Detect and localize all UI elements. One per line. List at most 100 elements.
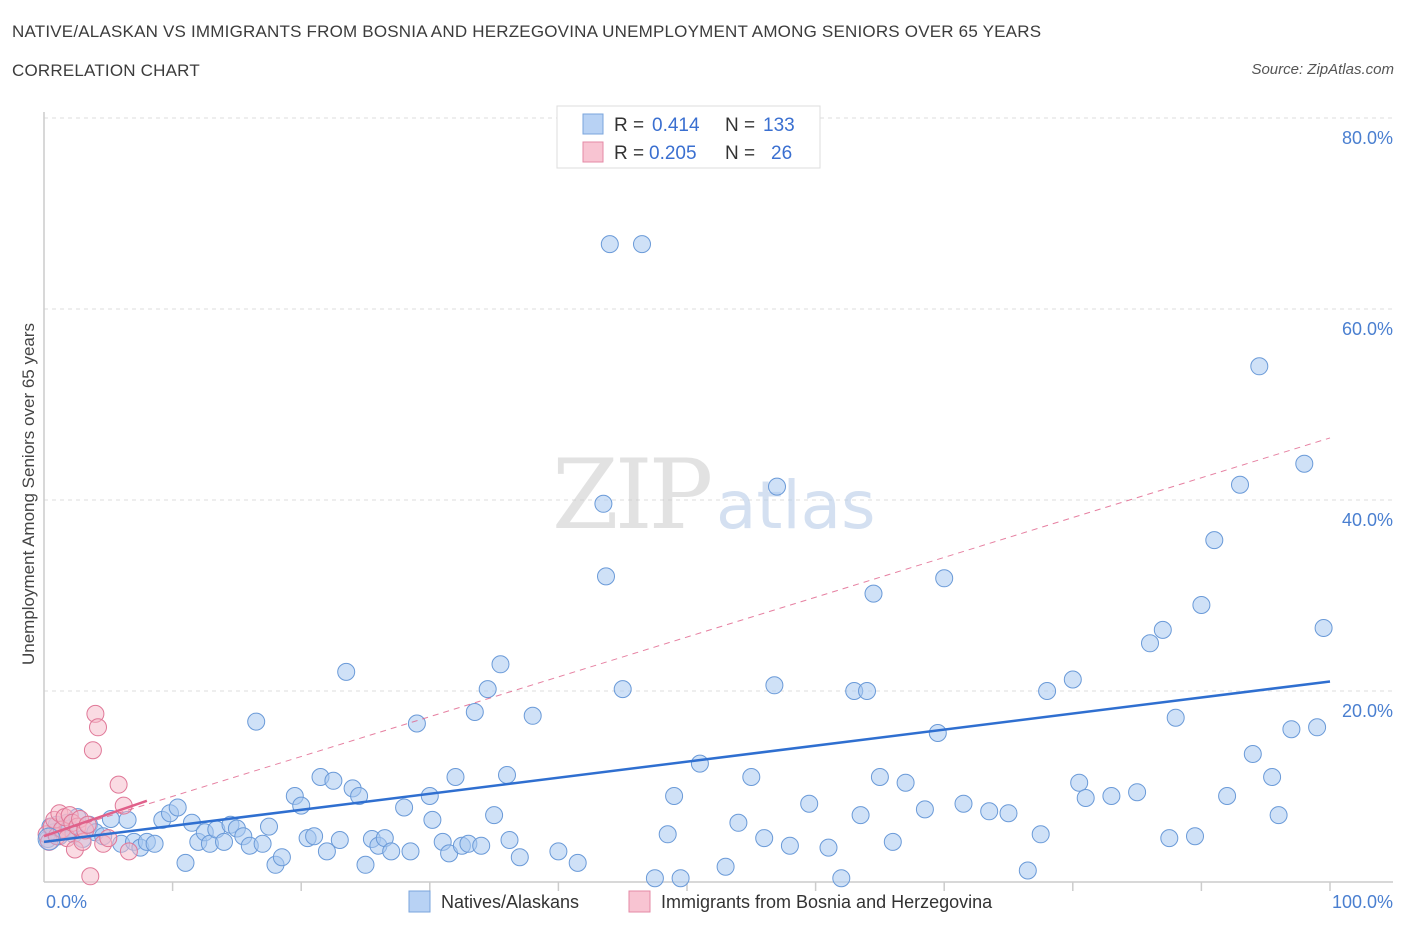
point-natives-74	[523, 706, 542, 725]
point-natives-125	[1218, 787, 1237, 805]
point-natives-23	[168, 798, 187, 817]
trend-line-natives	[43, 680, 1331, 844]
point-natives-95	[819, 838, 838, 857]
point-natives-37	[260, 817, 278, 836]
point-bosnia-23	[109, 775, 128, 794]
bottom-legend-label-natives: Natives/Alaskans	[441, 892, 579, 912]
point-natives-43	[305, 827, 324, 846]
point-natives-117	[1128, 783, 1147, 802]
point-natives-47	[330, 831, 349, 849]
point-natives-24	[176, 853, 195, 872]
point-natives-92	[768, 477, 786, 496]
point-natives-72	[500, 831, 519, 849]
point-natives-66	[465, 703, 484, 721]
y-tick-label-80: 80.0%	[1342, 128, 1393, 148]
point-natives-69	[485, 806, 504, 825]
point-natives-110	[1018, 861, 1037, 880]
trend-lines	[43, 437, 1331, 844]
point-natives-51	[356, 855, 375, 874]
point-natives-101	[870, 768, 889, 786]
point-bosnia-18	[83, 741, 102, 760]
point-natives-20	[145, 834, 164, 853]
legend: R = 0.414 N = 133 R = 0.205 N = 26	[556, 105, 821, 169]
point-natives-73	[510, 848, 529, 867]
point-natives-127	[1243, 745, 1262, 763]
watermark: ZIP atlas	[552, 439, 876, 551]
legend-n-label-2: N =	[725, 143, 755, 164]
point-natives-119	[1153, 620, 1172, 639]
trend-line-bosnia-extended	[43, 437, 1331, 837]
legend-r-label-1: R =	[614, 115, 644, 136]
legend-n-label-1: N =	[725, 115, 755, 136]
y-tick-labels: 20.0% 40.0% 60.0% 80.0%	[1342, 128, 1393, 721]
y-axis-label: Unemployment Among Seniors over 65 years	[19, 323, 38, 665]
point-natives-130	[1269, 806, 1288, 825]
legend-n-value-1: 133	[763, 115, 795, 136]
point-natives-124	[1205, 531, 1224, 550]
chart-title: NATIVE/ALASKAN VS IMMIGRANTS FROM BOSNIA…	[12, 22, 1042, 41]
point-natives-123	[1192, 596, 1211, 614]
point-natives-100	[864, 584, 883, 603]
point-natives-85	[671, 869, 690, 888]
data-points	[37, 235, 1333, 888]
chart-subtitle: CORRELATION CHART	[12, 61, 200, 80]
point-natives-115	[1076, 789, 1095, 807]
point-natives-36	[253, 834, 272, 853]
point-natives-105	[928, 724, 947, 742]
legend-r-value-1: 0.414	[652, 115, 700, 136]
point-natives-89	[742, 768, 761, 786]
point-natives-122	[1186, 827, 1204, 846]
point-natives-79	[600, 235, 619, 254]
point-natives-55	[382, 842, 401, 861]
watermark-atlas: atlas	[716, 467, 876, 544]
point-natives-134	[1314, 619, 1333, 637]
point-natives-70	[491, 655, 510, 674]
chart-source: Source: ZipAtlas.com	[1251, 61, 1394, 78]
point-natives-39	[272, 848, 291, 867]
point-natives-107	[954, 794, 973, 813]
point-natives-77	[594, 494, 613, 513]
point-natives-60	[423, 810, 442, 829]
point-natives-128	[1250, 357, 1269, 376]
legend-swatch-pink	[582, 141, 604, 163]
x-tick-label-left: 0.0%	[46, 892, 87, 912]
point-natives-106	[935, 569, 954, 588]
point-natives-96	[832, 869, 851, 888]
point-natives-82	[645, 869, 664, 888]
point-natives-113	[1063, 670, 1082, 689]
point-natives-118	[1141, 634, 1159, 653]
point-bosnia-25	[119, 842, 138, 861]
point-natives-120	[1160, 829, 1179, 848]
point-natives-50	[350, 787, 369, 805]
point-natives-56	[395, 798, 414, 817]
point-bosnia-20	[89, 718, 107, 737]
point-natives-67	[472, 836, 491, 855]
point-natives-133	[1308, 718, 1327, 737]
point-natives-83	[658, 825, 677, 844]
point-natives-109	[999, 804, 1018, 823]
grid-lines	[44, 117, 1393, 692]
bottom-legend-label-bosnia: Immigrants from Bosnia and Herzegovina	[661, 892, 993, 912]
bottom-legend-swatch-pink	[628, 890, 651, 913]
point-natives-131	[1282, 720, 1301, 739]
point-bosnia-17	[81, 867, 100, 886]
point-natives-81	[633, 235, 651, 254]
y-tick-label-20: 20.0%	[1342, 701, 1393, 721]
trend-line-bosnia	[43, 799, 148, 838]
point-natives-30	[215, 832, 233, 851]
point-natives-80	[613, 680, 632, 699]
point-natives-111	[1031, 825, 1050, 844]
point-natives-78	[597, 567, 615, 586]
point-natives-129	[1263, 768, 1282, 786]
point-natives-86	[690, 754, 709, 773]
point-natives-88	[729, 813, 748, 832]
point-natives-58	[407, 714, 426, 733]
point-natives-116	[1102, 787, 1121, 805]
point-natives-126	[1231, 475, 1249, 494]
legend-swatch-blue	[582, 113, 604, 135]
y-tick-label-60: 60.0%	[1342, 319, 1393, 339]
point-natives-98	[851, 806, 870, 825]
point-natives-121	[1166, 708, 1185, 727]
point-natives-93	[780, 836, 799, 855]
